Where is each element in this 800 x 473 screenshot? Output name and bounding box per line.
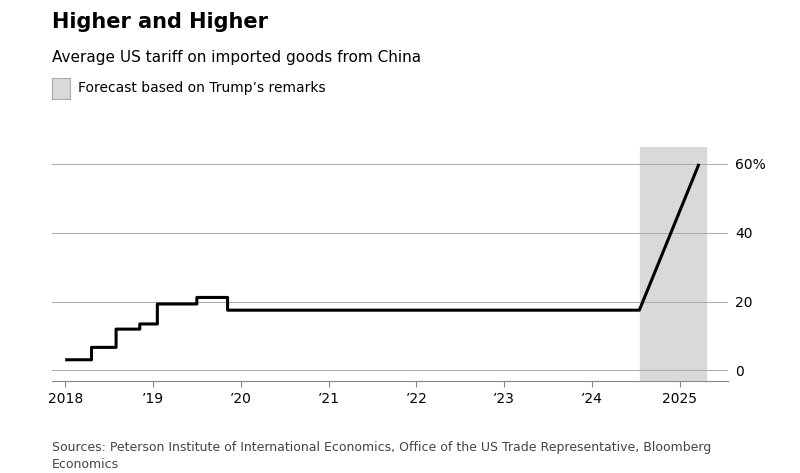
Text: Average US tariff on imported goods from China: Average US tariff on imported goods from… [52, 50, 421, 65]
Text: Sources: Peterson Institute of International Economics, Office of the US Trade R: Sources: Peterson Institute of Internati… [52, 441, 711, 471]
Text: Higher and Higher: Higher and Higher [52, 12, 268, 32]
Bar [640, 147, 706, 381]
Text: Forecast based on Trump’s remarks: Forecast based on Trump’s remarks [78, 80, 326, 95]
